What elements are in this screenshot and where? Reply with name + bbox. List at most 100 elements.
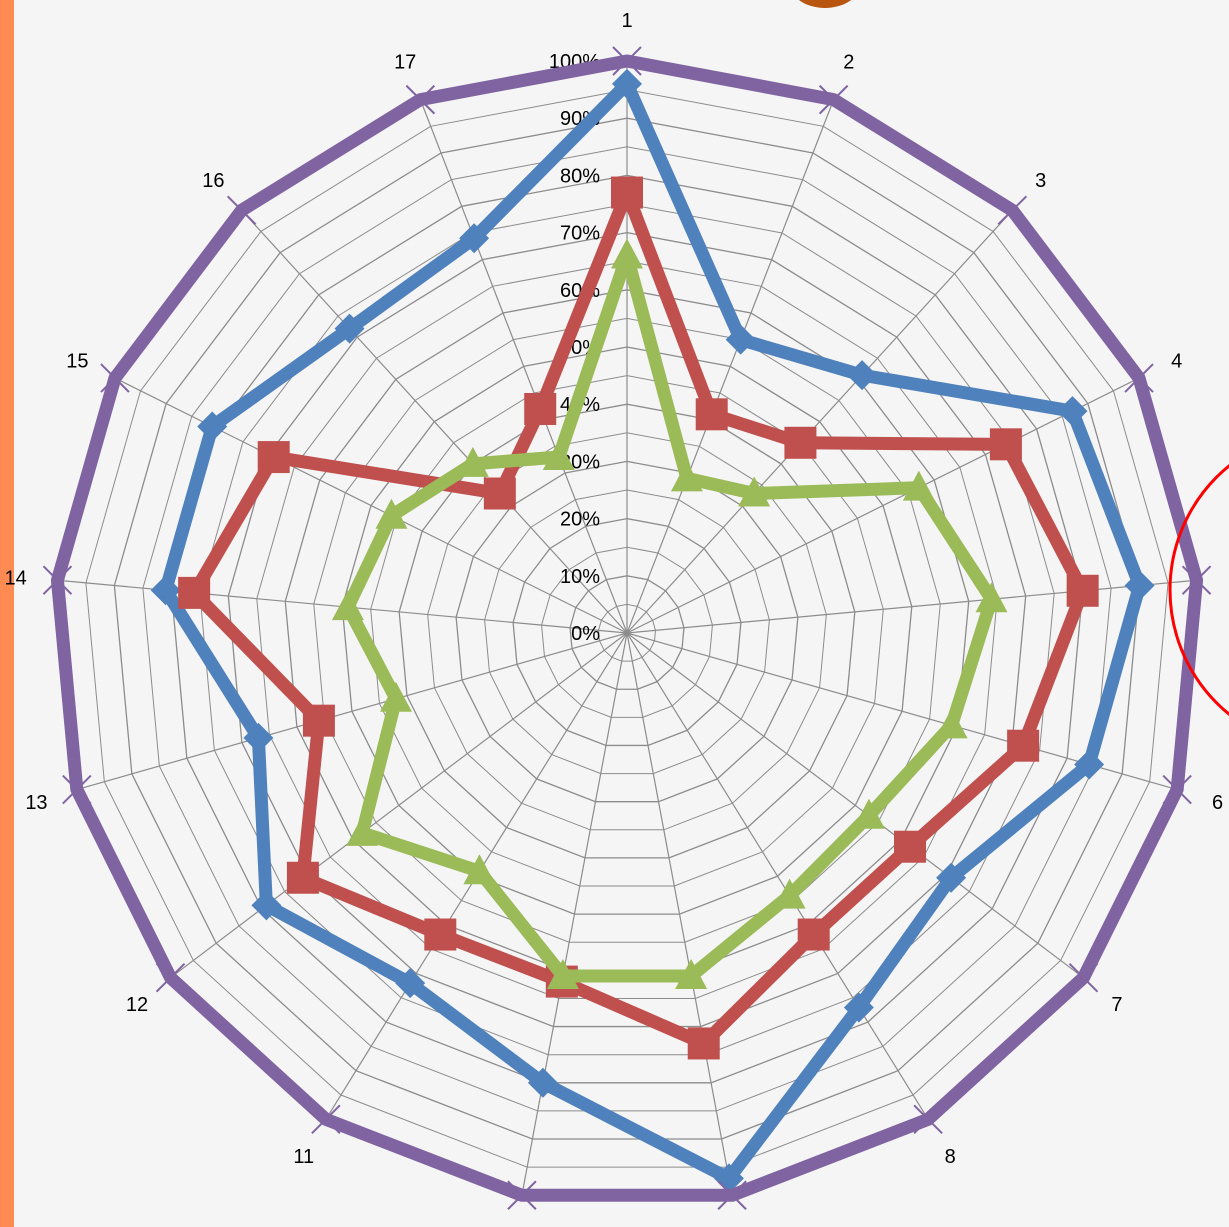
data-point [997,195,1028,225]
category-label: 11 [293,1146,314,1168]
data-point [251,890,282,921]
data-point [375,498,408,529]
left-accent-bar [0,0,14,1227]
category-label: 3 [1035,170,1046,192]
data-point [725,324,756,355]
data-point [818,84,849,115]
grid-spoke [626,377,1140,634]
data-point [507,1180,537,1210]
data-point [100,363,130,393]
series-2 [178,176,1099,1060]
grid-ring [398,403,856,859]
data-point [155,962,186,993]
grid-ring [113,117,1141,1140]
data-point [42,565,73,595]
data-point [784,426,817,459]
data-point [1124,363,1154,393]
category-label: 17 [394,51,416,73]
category-label: 13 [25,792,47,814]
grid-ring [427,432,827,831]
grid-spoke [114,377,628,634]
data-point [424,918,457,951]
radial-tick-label: 0% [571,623,600,645]
data-point [395,968,426,999]
series-line [50,54,1204,1202]
data-point [524,392,557,425]
radial-tick-label: 20% [560,509,600,531]
series-line [187,186,1090,1050]
grid-ring [541,546,713,718]
data-point [695,398,728,431]
data-point [902,470,935,501]
grid-ring [598,603,656,662]
data-point [302,704,335,737]
grid-ring [227,231,1027,1028]
data-point [773,878,806,909]
data-point [331,590,364,621]
category-axis-labels: 1234567891011121314151617 [4,10,1223,1168]
data-point [311,1104,341,1135]
grid-spoke [626,632,1084,979]
grid-spoke [521,632,628,1196]
data-point [1162,774,1192,805]
data-point [1181,565,1212,595]
grid-spoke [626,99,835,634]
data-point [62,774,92,805]
grid-ring [484,489,770,775]
data-point [1007,729,1040,762]
data-point [483,477,516,510]
data-point [738,476,771,507]
category-label: 4 [1171,350,1182,372]
data-point [334,313,365,344]
data-point [286,861,319,894]
grid-ring [199,203,1055,1056]
data-point [913,1104,943,1135]
category-label: 14 [4,567,26,589]
data-point [935,708,968,739]
data-point [456,446,489,477]
chart-series [42,46,1212,1210]
grid-ring [512,517,742,747]
data-point [150,575,181,606]
data-point [670,461,703,492]
data-point [459,223,490,254]
data-point [717,1180,747,1210]
data-point [1124,570,1155,601]
grid-spoke [626,632,929,1120]
grid-spoke [76,632,628,791]
data-point [852,798,885,829]
series-line [341,248,999,983]
highlight-circle [1168,464,1229,716]
data-point [463,854,496,885]
category-label: 8 [945,1146,956,1168]
data-point [612,68,642,99]
category-label: 12 [126,994,148,1016]
data-point [894,830,927,863]
category-label: 15 [66,350,88,372]
data-point [226,195,257,225]
data-point [379,681,412,712]
data-point [546,958,579,989]
grid-ring [455,460,799,803]
data-point [542,439,575,470]
data-point [675,958,708,989]
data-point [611,176,643,209]
category-label: 1 [621,10,632,32]
radial-tick-label: 70% [560,223,600,245]
series-3 [331,238,1008,989]
data-point [843,992,874,1023]
grid-ring [85,89,1169,1168]
data-point [346,815,379,846]
data-point [612,46,642,76]
data-point [197,411,228,442]
grid-spoke [419,99,628,634]
data-point [243,722,274,753]
series-line [159,77,1147,1185]
radial-tick-label: 80% [560,165,600,187]
data-point [405,84,436,115]
title-fragment-shape [790,0,860,8]
grid-ring [569,575,685,690]
data-point [1057,396,1088,427]
